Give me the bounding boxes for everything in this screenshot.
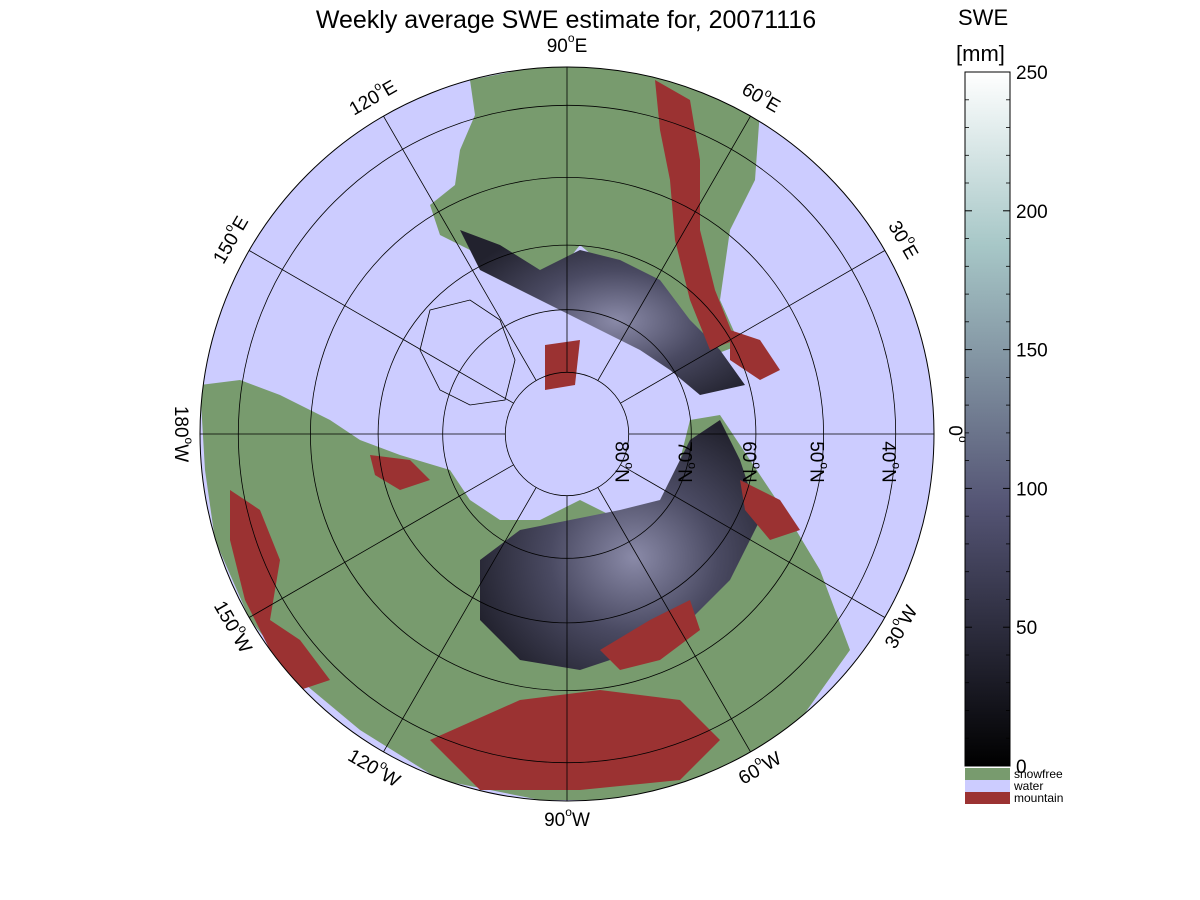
latitude-label: 60oN (738, 441, 764, 483)
meridian--150 (248, 464, 514, 618)
longitude-label-suffix: W (572, 810, 590, 831)
colorbar-gradient (964, 71, 1011, 767)
legend-label-mountain: mountain (1014, 791, 1063, 805)
colorbar-unit: [mm] (956, 41, 1005, 66)
map-border (199, 66, 935, 802)
legend-label-snowfree: snowfree (1014, 767, 1063, 781)
colorbar-title: SWE (958, 5, 1009, 30)
meridian--60 (597, 487, 751, 753)
meridian--120 (383, 487, 537, 753)
longitude-label: 0o (944, 425, 970, 443)
mountain-alaska (730, 330, 780, 380)
latitude-label-value: 70 (673, 441, 694, 462)
longitude-label-suffix: W (170, 444, 191, 462)
longitude-label-value: 90 (544, 810, 565, 831)
longitude-label-suffix: E (897, 242, 922, 263)
degree-sup: o (568, 31, 575, 45)
legend-swatch-water (965, 780, 1010, 792)
latitude-label-value: 40 (878, 441, 899, 462)
mountain-east-siberia (740, 480, 800, 540)
longitude-label-value: 150 (210, 230, 244, 268)
colorbar-tick-label: 100 (1016, 479, 1048, 500)
longitude-label-suffix: W (228, 631, 255, 657)
mountain-rockies (655, 80, 735, 350)
latitude-label: 70oN (673, 441, 699, 483)
map-title: Weekly average SWE estimate for, 2007111… (315, 6, 817, 34)
degree-sup: o (685, 462, 699, 469)
map-disc (199, 66, 935, 802)
latitude-label-suffix: N (673, 469, 694, 483)
meridian-120 (383, 115, 537, 381)
degree-sup: o (182, 438, 196, 445)
latitude-label-suffix: N (806, 469, 827, 483)
mountain-greenland-south (545, 340, 580, 390)
colorbar-tick-label: 0 (1016, 757, 1027, 778)
legend-label-water: water (1013, 779, 1043, 793)
mountain-europe (230, 490, 330, 690)
latitude-label-suffix: N (878, 469, 899, 483)
meridian-60 (597, 115, 751, 381)
longitude-label-value: 60 (738, 79, 767, 108)
longitude-label-suffix: E (575, 36, 588, 57)
longitude-label: 90oW (544, 805, 590, 831)
longitude-label: 30oE (883, 215, 926, 263)
colorbar-tick-label: 150 (1016, 341, 1048, 362)
degree-sup: o (817, 462, 831, 469)
landmass-greenland (419, 299, 516, 406)
degree-sup: o (623, 462, 637, 469)
graticule (200, 67, 934, 801)
longitude-label: 90oE (547, 31, 588, 57)
degree-sup: o (565, 805, 572, 819)
longitude-label-value: 90 (547, 36, 568, 57)
latitude-label: 40oN (878, 441, 904, 483)
longitude-label-suffix: W (759, 748, 785, 775)
mountain-scandinavia (370, 455, 430, 490)
latitude-label-value: 50 (806, 441, 827, 462)
longitude-label: 60oE (738, 75, 786, 118)
latitude-label: 50oN (806, 441, 832, 483)
colorbar-tick-label: 200 (1016, 202, 1048, 223)
mountain-areas (230, 80, 800, 790)
latitude-label-value: 80 (611, 441, 632, 462)
latitude-label-value: 60 (738, 441, 759, 462)
mountain-himalaya (600, 600, 700, 670)
meridian-150 (248, 250, 514, 404)
snow-cover-north-america (460, 230, 745, 395)
legend-swatch-snowfree (965, 768, 1010, 780)
longitude-label-value: 30 (881, 624, 910, 653)
latitude-label: 80oN (611, 441, 637, 483)
longitude-label-suffix: E (379, 77, 400, 102)
degree-sup: o (956, 436, 970, 443)
degree-sup: o (890, 462, 904, 469)
colorbar-tick-label: 50 (1016, 618, 1037, 639)
longitude-label-value: 120 (344, 746, 382, 780)
colorbar-tick-label: 250 (1016, 63, 1048, 84)
latitude-label-suffix: N (611, 469, 632, 483)
latitude-label-suffix: N (738, 469, 759, 483)
meridian-30 (620, 250, 886, 404)
land-layer (200, 67, 850, 800)
longitude-label-value: 0 (944, 425, 965, 436)
degree-sup: o (750, 462, 764, 469)
meridian--30 (620, 464, 886, 618)
legend-swatch-mountain (965, 792, 1010, 804)
longitude-label: 180oW (170, 406, 196, 462)
colorbar-ticks: 0 50 100 150 200 250 (965, 63, 1048, 778)
longitude-label-value: 180 (170, 406, 191, 438)
mountain-central-asia (430, 690, 720, 790)
